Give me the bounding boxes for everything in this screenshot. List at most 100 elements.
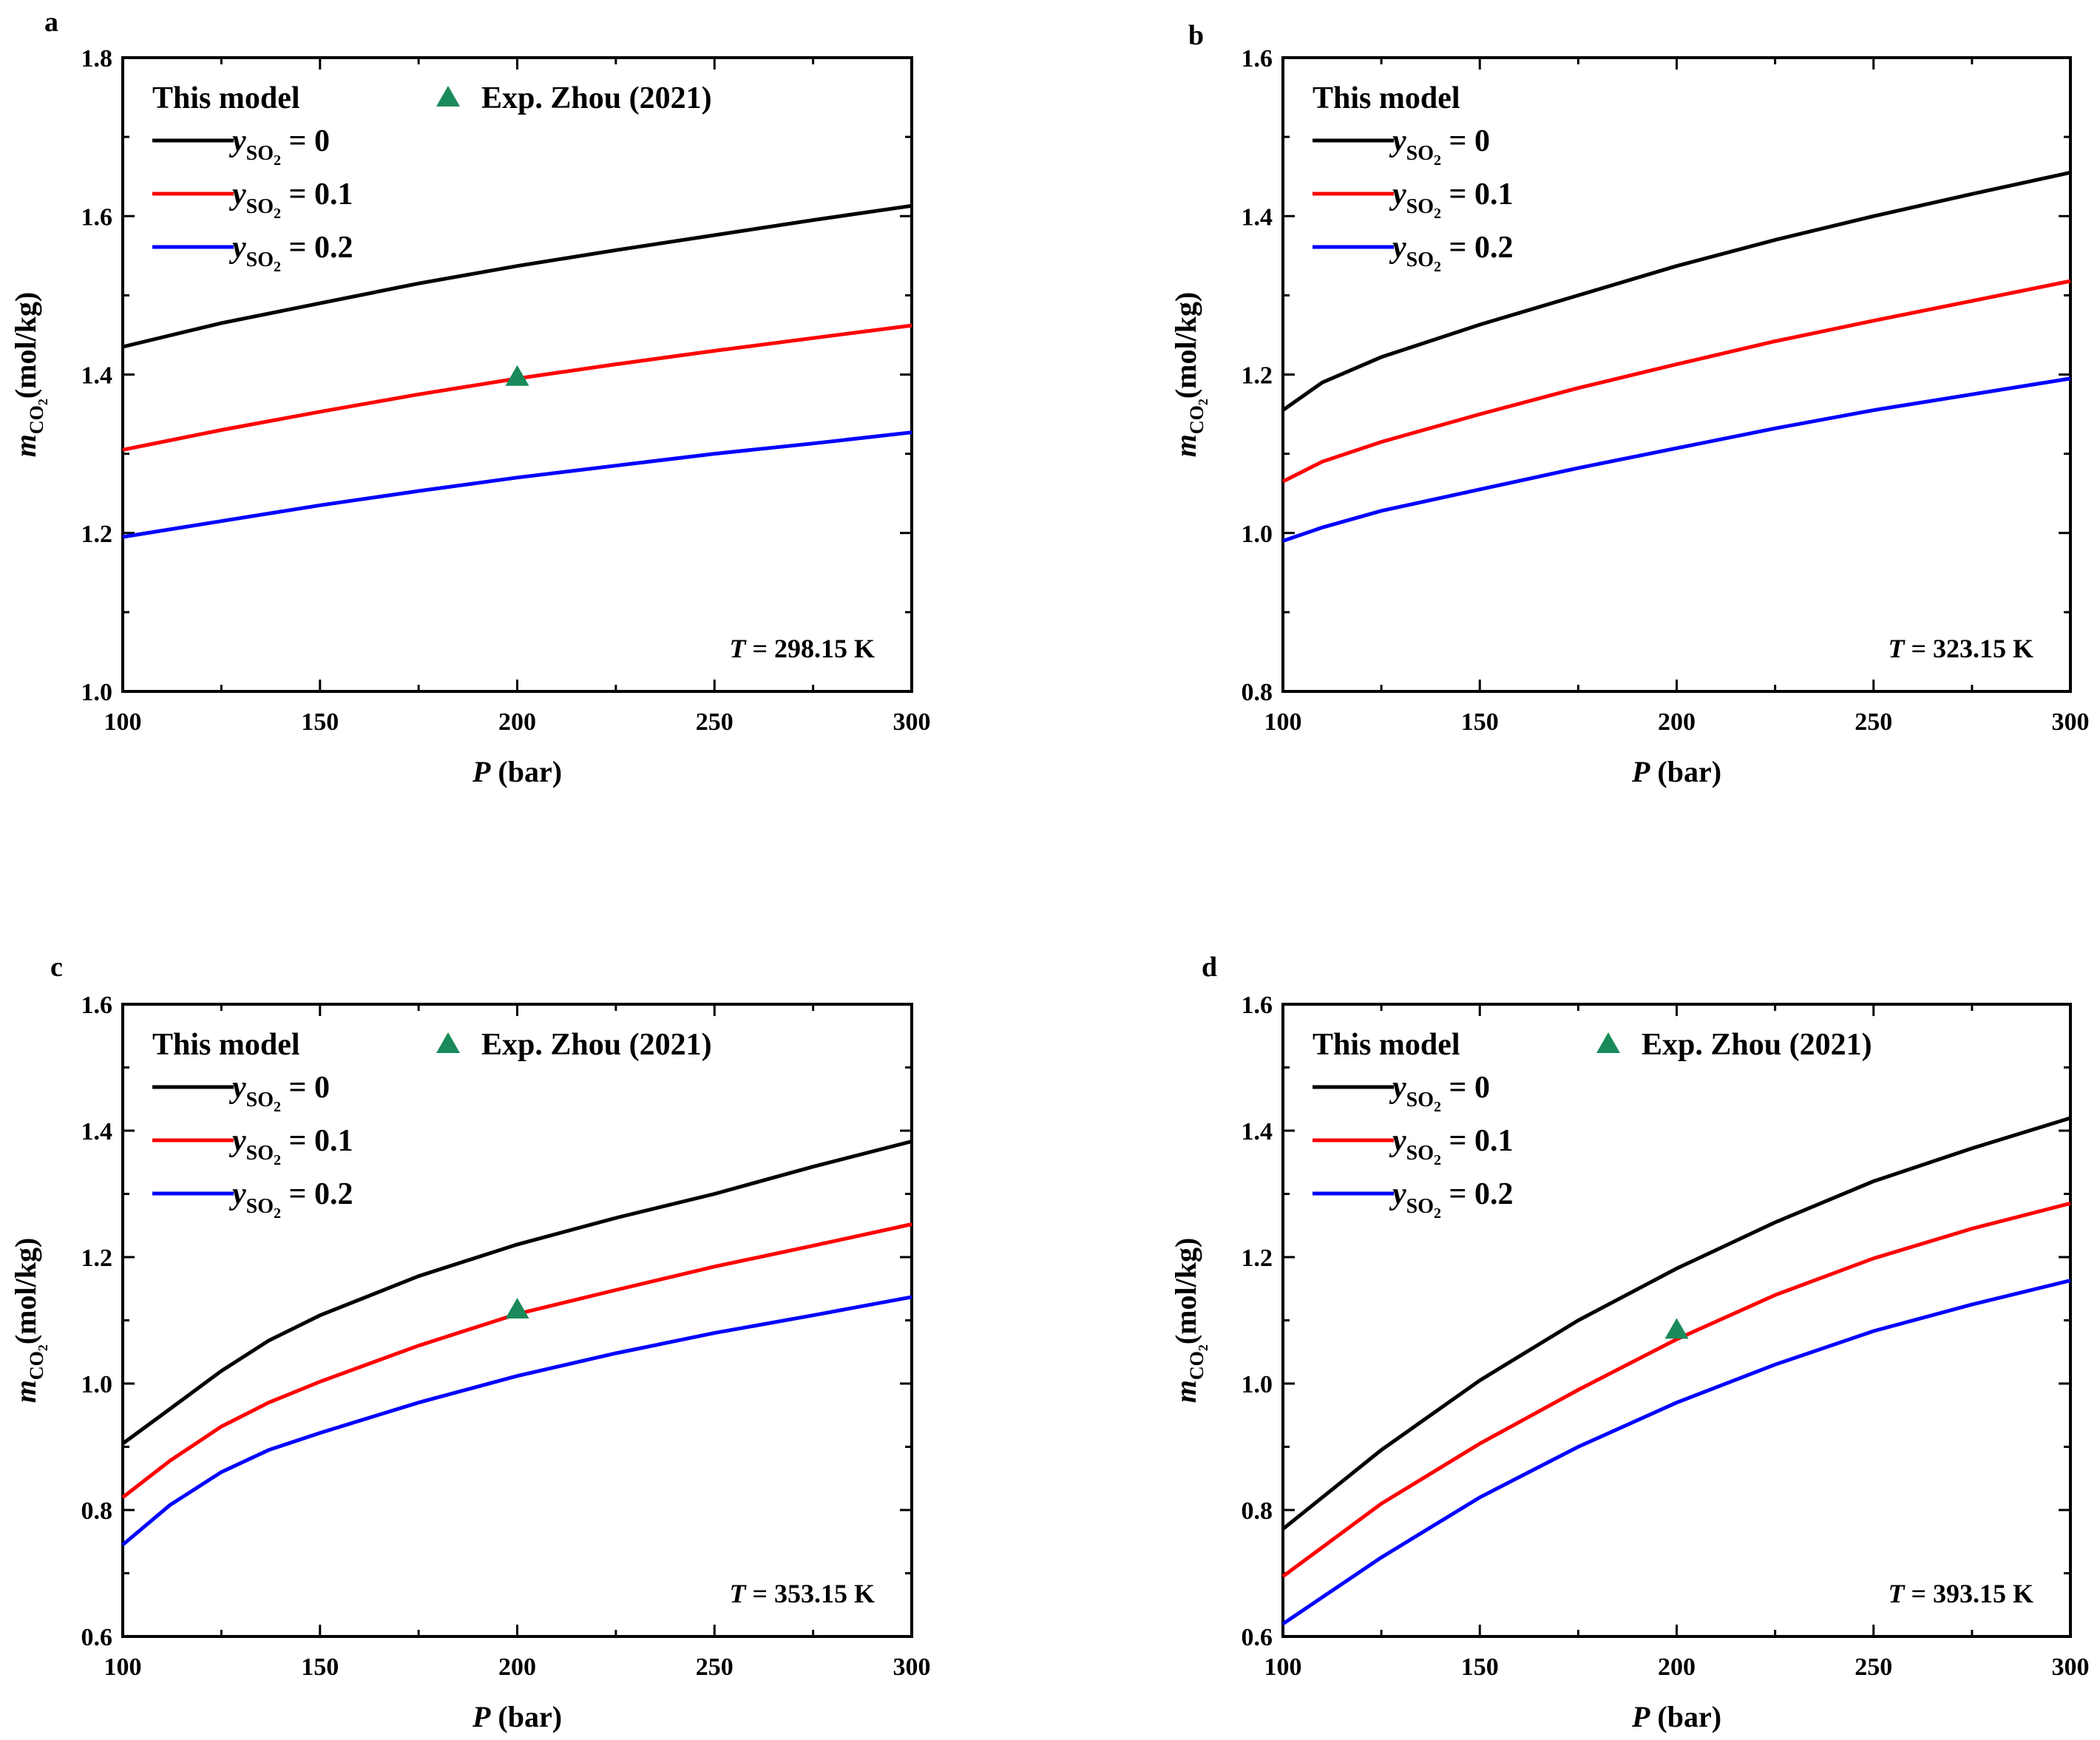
y-axis-label: mCO2(mol/kg) — [9, 1238, 50, 1404]
x-tick-label: 200 — [1658, 708, 1696, 736]
x-tick-label: 200 — [498, 708, 536, 736]
x-tick-label: 250 — [1855, 1653, 1892, 1681]
y-tick-label: 1.8 — [81, 45, 113, 72]
legend-series-label: ySO2 = 0.2 — [228, 231, 353, 275]
x-tick-label: 300 — [2052, 708, 2090, 736]
series-line-0 — [1281, 170, 2071, 412]
x-tick-label: 100 — [104, 1653, 142, 1681]
series-line-2 — [122, 430, 912, 539]
x-tick-label: 100 — [1264, 1653, 1302, 1681]
y-tick-label: 0.6 — [81, 1624, 113, 1651]
y-tick-label: 0.8 — [1242, 679, 1273, 706]
legend-series-label: ySO2 = 0.1 — [228, 177, 353, 222]
x-axis-label: P (bar) — [1631, 755, 1721, 788]
x-tick-label: 250 — [696, 1653, 734, 1681]
legend-series-label: ySO2 = 0.2 — [1389, 231, 1513, 275]
legend-exp-marker — [436, 86, 460, 106]
temperature-label: T = 323.15 K — [1888, 634, 2033, 663]
series-line-2 — [1282, 376, 2071, 543]
y-tick-label: 1.0 — [1242, 521, 1273, 548]
legend-series-label: ySO2 = 0.1 — [1389, 177, 1513, 222]
x-axis-label: P (bar) — [472, 755, 562, 788]
y-tick-label: 0.6 — [1242, 1624, 1273, 1651]
y-tick-label: 1.2 — [81, 521, 113, 548]
legend-header: This model — [152, 81, 300, 115]
exp-data-point — [1664, 1318, 1689, 1339]
y-tick-label: 1.2 — [1242, 362, 1273, 390]
panel-c: c 100 150 200 250 300 0.6 0.8 1.0 1.2 1.4 1.6 P (bar… — [9, 952, 931, 1733]
x-axis-label: P (bar) — [1631, 1700, 1721, 1733]
y-tick-label: 1.0 — [81, 1371, 113, 1398]
x-axis-label: P (bar) — [472, 1700, 562, 1733]
legend-header: This model — [152, 1028, 300, 1062]
series-line-1 — [121, 1222, 912, 1499]
legend-series-label: ySO2 = 0 — [228, 1071, 330, 1115]
panel-letter: c — [50, 952, 63, 983]
y-tick-label: 1.4 — [81, 362, 113, 390]
y-tick-label: 1.6 — [81, 203, 113, 231]
panel-a: a 100 150 200 250 300 1.0 1.2 1.4 1.6 1.8 P (bar) mC… — [9, 7, 931, 788]
exp-data-point — [505, 1297, 529, 1318]
temperature-label: T = 353.15 K — [729, 1579, 875, 1608]
y-tick-label: 1.0 — [1242, 1371, 1273, 1398]
series-line-2 — [121, 1295, 912, 1546]
legend-series-label: ySO2 = 0.2 — [228, 1177, 353, 1222]
legend-series-label: ySO2 = 0 — [228, 124, 330, 169]
legend-header: This model — [1312, 81, 1460, 115]
series-line-1 — [122, 323, 912, 452]
x-tick-label: 100 — [1264, 708, 1302, 736]
series-line-0 — [1281, 1116, 2071, 1531]
series-line-2 — [1281, 1279, 2071, 1625]
x-tick-label: 250 — [696, 708, 734, 736]
series-line-1 — [1281, 1201, 2071, 1578]
y-axis-label: mCO2(mol/kg) — [1169, 292, 1210, 458]
temperature-label: T = 393.15 K — [1888, 1579, 2033, 1608]
y-tick-label: 1.4 — [81, 1118, 113, 1145]
x-tick-label: 100 — [104, 708, 142, 736]
legend-exp-label: Exp. Zhou (2021) — [481, 1028, 712, 1062]
y-tick-label: 1.0 — [81, 679, 113, 706]
x-tick-label: 150 — [301, 1653, 339, 1681]
series-line-0 — [122, 203, 912, 349]
x-tick-label: 250 — [1855, 708, 1892, 736]
x-tick-label: 200 — [1658, 1653, 1696, 1681]
x-tick-label: 150 — [301, 708, 339, 736]
temperature-label: T = 298.15 K — [729, 634, 875, 663]
x-tick-label: 300 — [893, 1653, 931, 1681]
x-tick-label: 150 — [1461, 1653, 1499, 1681]
legend-series-label: ySO2 = 0.1 — [228, 1124, 353, 1168]
legend-series-label: ySO2 = 0 — [1389, 124, 1490, 169]
y-tick-label: 1.4 — [1242, 203, 1273, 231]
legend-series-label: ySO2 = 0 — [1389, 1071, 1490, 1115]
panel-letter: a — [44, 7, 58, 38]
y-tick-label: 1.6 — [1242, 992, 1273, 1019]
legend-header: This model — [1312, 1028, 1460, 1062]
panel-d: d 100 150 200 250 300 0.6 0.8 1.0 1.2 1.4 1.6 P (bar… — [1169, 952, 2090, 1733]
y-tick-label: 1.4 — [1242, 1118, 1273, 1145]
y-tick-label: 1.6 — [1242, 45, 1273, 72]
y-axis-label: mCO2(mol/kg) — [1169, 1238, 1210, 1404]
panel-letter: d — [1202, 952, 1217, 983]
series-line-1 — [1281, 279, 2071, 484]
legend-exp-marker — [1596, 1032, 1620, 1053]
y-tick-label: 1.2 — [81, 1245, 113, 1272]
panel-b: b 100 150 200 250 300 0.8 1.0 1.2 1.4 1.6 P (bar) mC… — [1169, 20, 2090, 788]
series-line-0 — [121, 1140, 912, 1446]
x-tick-label: 300 — [2052, 1653, 2090, 1681]
y-tick-label: 1.2 — [1242, 1245, 1273, 1272]
x-tick-label: 300 — [893, 708, 931, 736]
panel-letter: b — [1188, 20, 1204, 51]
y-axis-label: mCO2(mol/kg) — [9, 292, 50, 458]
y-tick-label: 0.8 — [81, 1497, 113, 1525]
x-tick-label: 150 — [1461, 708, 1499, 736]
legend-exp-label: Exp. Zhou (2021) — [1642, 1028, 1872, 1062]
legend-exp-marker — [436, 1032, 460, 1053]
legend-series-label: ySO2 = 0.1 — [1389, 1124, 1513, 1168]
x-tick-label: 200 — [498, 1653, 536, 1681]
exp-data-point — [505, 365, 529, 386]
y-tick-label: 0.8 — [1242, 1497, 1273, 1525]
y-tick-label: 1.6 — [81, 992, 113, 1019]
legend-exp-label: Exp. Zhou (2021) — [481, 81, 712, 115]
legend-series-label: ySO2 = 0.2 — [1389, 1177, 1513, 1222]
